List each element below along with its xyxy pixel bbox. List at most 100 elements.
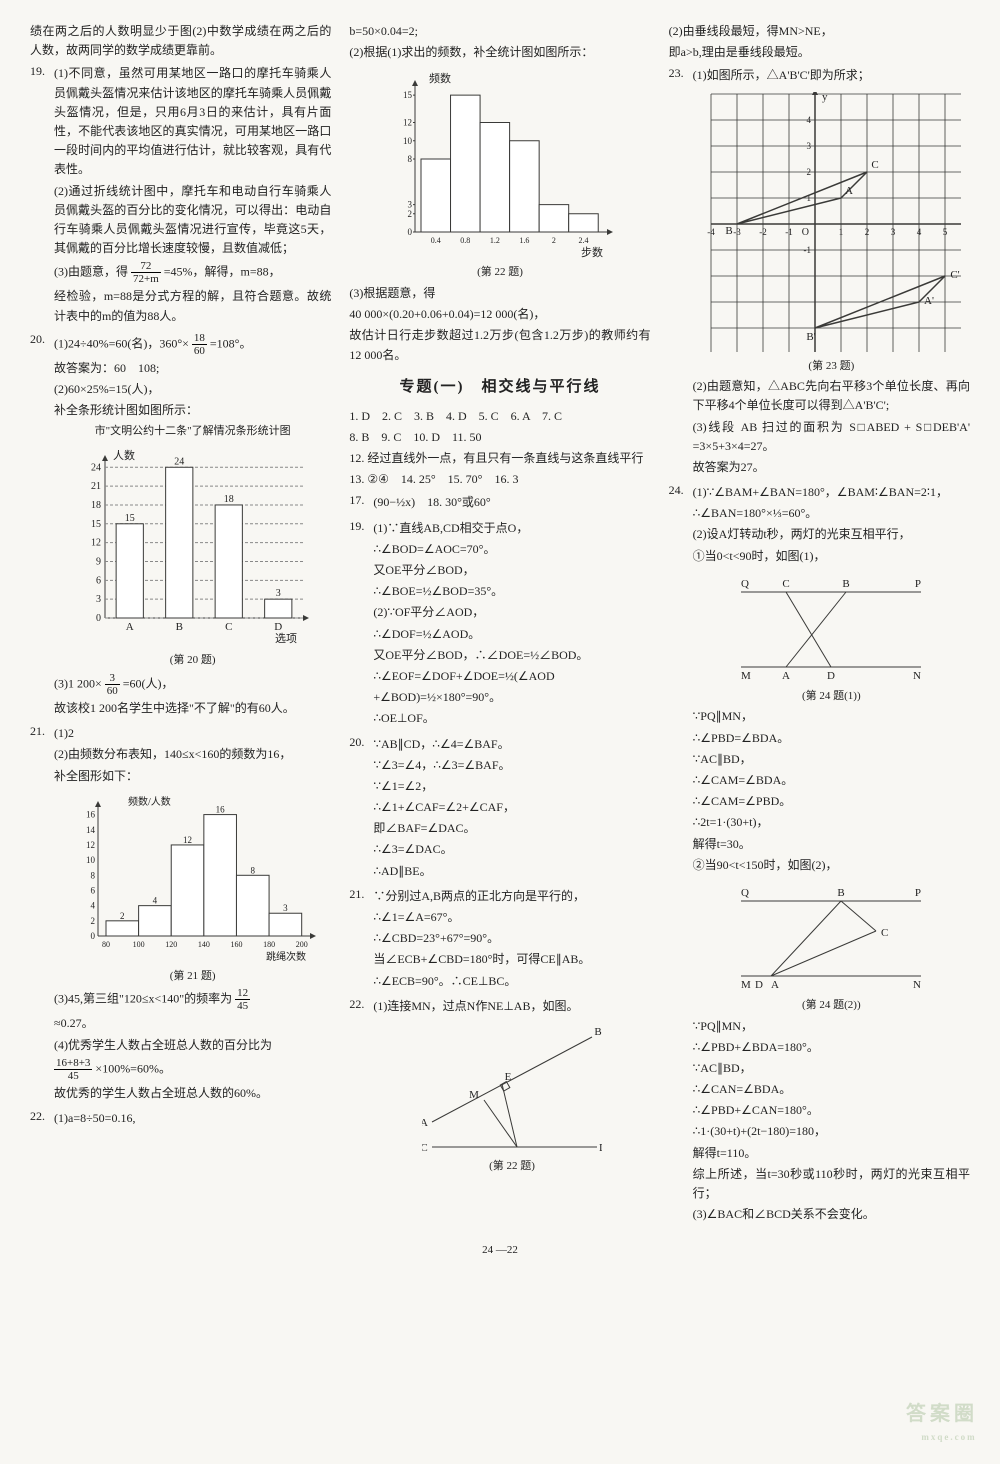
svg-text:A: A — [782, 670, 790, 682]
svg-text:选项: 选项 — [275, 632, 297, 645]
c2-q21-l5: ∴∠ECB=90°。∴CE⊥BC。 — [373, 972, 650, 991]
svg-text:200: 200 — [295, 940, 307, 949]
c2-q22-histogram: 频数步数02381012150.40.81.21.622.4 — [385, 68, 615, 258]
svg-text:100: 100 — [132, 940, 144, 949]
svg-text:频数: 频数 — [429, 71, 451, 85]
c3-q24-caption2: (第 24 题(2)) — [693, 997, 970, 1015]
svg-text:P: P — [915, 887, 921, 899]
svg-text:10: 10 — [403, 136, 413, 146]
q20-l6: 故该校1 200名学生中选择"不了解"的有60人。 — [54, 699, 331, 718]
svg-text:3: 3 — [407, 200, 412, 210]
svg-text:24: 24 — [91, 462, 101, 473]
svg-text:14: 14 — [86, 824, 96, 834]
c2-q19-l2: ∴∠BOD=∠AOC=70°。 — [373, 540, 650, 559]
svg-text:2: 2 — [407, 209, 412, 219]
svg-text:8: 8 — [407, 154, 412, 164]
svg-text:A': A' — [924, 295, 934, 307]
svg-text:12: 12 — [183, 835, 192, 845]
svg-text:0.4: 0.4 — [431, 236, 441, 245]
q19-p1: (1)不同意，虽然可用某地区一路口的摩托车骑乘人员佩戴头盔情况来估计该地区的摩托… — [54, 64, 331, 179]
svg-text:160: 160 — [230, 940, 242, 949]
q17-body: (90−½x) 18. 30°或60° — [373, 493, 650, 512]
c2-q21-l1: ∵分别过A,B两点的正北方向是平行的， — [373, 887, 650, 906]
svg-text:1.2: 1.2 — [490, 236, 500, 245]
svg-text:-4: -4 — [708, 227, 716, 237]
proof-line: 综上所述，当t=30秒或110秒时，两灯的光束互相平行； — [693, 1165, 970, 1203]
c2-q19-l9: +∠BOD)=½×180°=90°。 — [373, 688, 650, 707]
c2-q22-l5: 故估计日行走步数超过1.2万步(包含1.2万步)的教师约有12 000名。 — [349, 326, 650, 364]
svg-text:P: P — [915, 578, 921, 590]
svg-text:16: 16 — [86, 809, 96, 819]
c2-q21-l2: ∴∠1=∠A=67°。 — [373, 908, 650, 927]
svg-text:跳绳次数: 跳绳次数 — [266, 950, 306, 962]
q19-p2: (2)通过折线统计图中，摩托车和电动自行车骑乘人员佩戴头盔的百分比的变化情况，可… — [54, 182, 331, 259]
c2-q22-geom-caption: (第 22 题) — [373, 1158, 650, 1176]
c2-q22-diagram: ABCDNME — [422, 1022, 602, 1152]
svg-text:0: 0 — [96, 613, 101, 624]
proof-line: ∴∠PBD+∠BDA=180°。 — [693, 1038, 970, 1057]
svg-text:M: M — [741, 670, 751, 682]
svg-text:16: 16 — [215, 804, 225, 814]
proof-line: ∵PQ∥MN， — [693, 707, 970, 726]
section-title: 专题(一) 相交线与平行线 — [349, 375, 650, 399]
c2-q20-l6: ∴∠3=∠DAC。 — [373, 840, 650, 859]
svg-text:步数: 步数 — [581, 246, 603, 258]
proof-line: ∴∠CAM=∠PBD。 — [693, 792, 970, 811]
c2-q22-l4: 40 000×(0.20+0.06+0.04)=12 000(名)， — [349, 305, 650, 324]
q21-l7: 16+8+345 ×100%=60%。 — [54, 1057, 331, 1082]
svg-text:24: 24 — [174, 456, 184, 467]
q21-histogram: 频数/人数跳绳次数0246810121416241216838010012014… — [68, 792, 318, 962]
proof-line: 解得t=30。 — [693, 835, 970, 854]
svg-text:4: 4 — [152, 895, 157, 905]
svg-text:4: 4 — [807, 115, 812, 125]
c2-q20-l7: ∴AD∥BE。 — [373, 862, 650, 881]
c2-q20-l4: ∴∠1+∠CAF=∠2+∠CAF， — [373, 798, 650, 817]
column-2: b=50×0.04=2; (2)根据(1)求出的频数，补全统计图如图所示： 频数… — [349, 20, 650, 1228]
answers-row-1: 1. D 2. C 3. B 4. D 5. C 6. A 7. C — [349, 407, 650, 426]
c2-q22-caption: (第 22 题) — [349, 264, 650, 282]
svg-text:21: 21 — [91, 481, 101, 492]
proof-line: 解得t=110。 — [693, 1144, 970, 1163]
svg-text:2: 2 — [552, 236, 556, 245]
q20-l4: 补全条形统计图如图所示： — [54, 401, 331, 420]
intro-text: 绩在两之后的人数明显少于图(2)中数学成绩在两之后的人数，故两同学的数学成绩更靠… — [30, 22, 331, 60]
c3-q23-num: 23. — [669, 64, 693, 479]
svg-text:0: 0 — [407, 227, 412, 237]
c3-q24-diagram1: QCBPMADN — [731, 572, 931, 682]
svg-text:4: 4 — [90, 900, 95, 910]
svg-text:8: 8 — [250, 865, 255, 875]
svg-text:15: 15 — [91, 519, 101, 530]
svg-text:B: B — [843, 578, 850, 590]
svg-text:2: 2 — [120, 911, 125, 921]
q20-bar-chart: 人数选项0369121518212415A24B18C3D — [73, 446, 313, 646]
svg-text:B: B — [594, 1026, 601, 1038]
svg-text:6: 6 — [96, 575, 101, 586]
answers-row-4: 13. ②④ 14. 25° 15. 70° 16. 3 — [349, 470, 650, 489]
svg-text:N: N — [913, 979, 921, 991]
q20-num: 20. — [30, 330, 54, 720]
q19-num: 19. — [30, 62, 54, 327]
svg-text:N: N — [513, 1150, 521, 1152]
q19-p3c: 经检验，m=88是分式方程的解，且符合题意。故统计表中的m的值为88人。 — [54, 287, 331, 325]
watermark: 答案圈 mxqe.com — [906, 1398, 978, 1444]
svg-text:3: 3 — [96, 594, 101, 605]
c2-q22-geom-l1: (1)连接MN，过点N作NE⊥AB，如图。 — [373, 997, 650, 1016]
c2-q20-l1: ∵AB∥CD，∴∠4=∠BAF。 — [373, 735, 650, 754]
c3-q23-grid: xyO-4-3-2-112345-11234ABCA'B'C' — [701, 92, 961, 352]
c3-q23-l1: (1)如图所示，△A'B'C'即为所求； — [693, 66, 970, 85]
svg-text:3: 3 — [807, 141, 812, 151]
c2-q19-l4: ∴∠BOE=½∠BOD=35°。 — [373, 582, 650, 601]
svg-text:N: N — [913, 670, 921, 682]
svg-text:Q: Q — [741, 887, 749, 899]
svg-text:C: C — [422, 1142, 428, 1152]
svg-text:D: D — [827, 670, 835, 682]
svg-text:M: M — [469, 1089, 479, 1101]
c2-q22-num: 22. — [349, 995, 373, 1176]
svg-text:C: C — [881, 927, 888, 939]
proof-line: ∴∠PBD+∠CAN=180°。 — [693, 1101, 970, 1120]
svg-text:A: A — [771, 979, 779, 991]
c3-q23-l3: (3)线段 AB 扫过的面积为 S□ABED + S□DEB'A' =3×5+3… — [693, 418, 970, 456]
svg-text:4: 4 — [917, 227, 922, 237]
column-1: 绩在两之后的人数明显少于图(2)中数学成绩在两之后的人数，故两同学的数学成绩更靠… — [30, 20, 331, 1228]
answers-row-3: 12. 经过直线外一点，有且只有一条直线与这条直线平行 — [349, 449, 650, 468]
